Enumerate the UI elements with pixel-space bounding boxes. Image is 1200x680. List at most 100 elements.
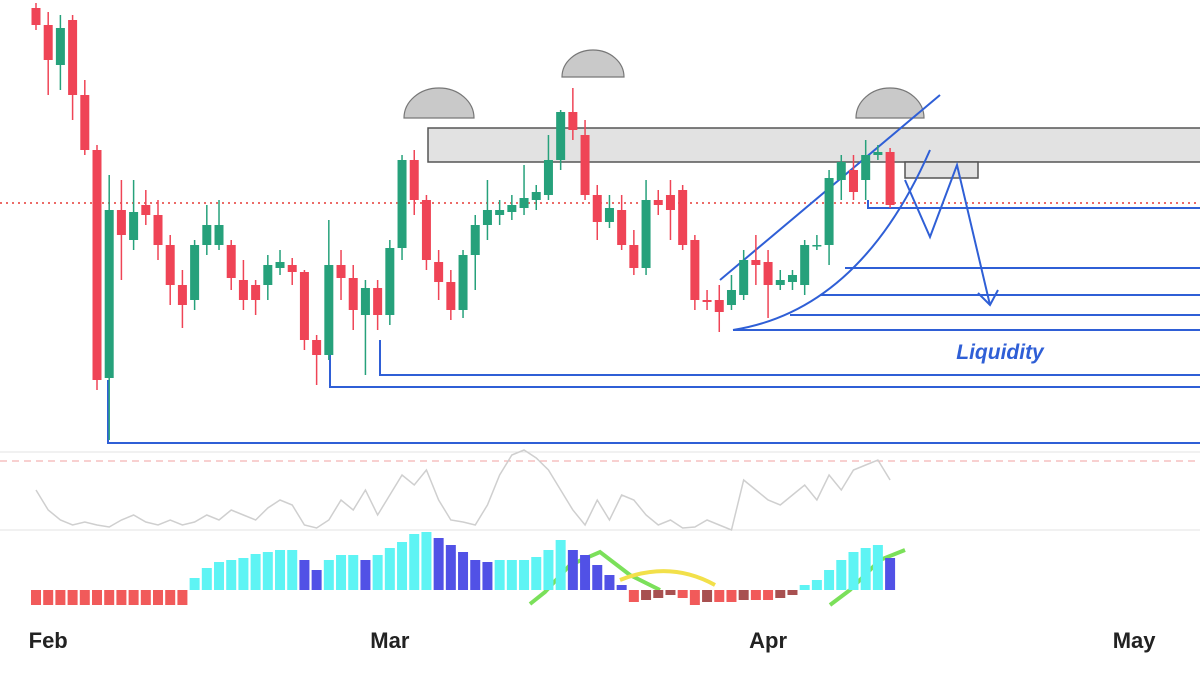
candle-body: [653, 200, 663, 205]
candle-body: [714, 300, 724, 312]
histogram-bar: [458, 552, 469, 590]
histogram-bar: [714, 590, 725, 602]
candle-body: [739, 260, 749, 295]
histogram-bar: [726, 590, 737, 602]
candle-body: [238, 280, 248, 300]
x-tick-label: May: [1113, 628, 1157, 653]
histogram-bar: [372, 555, 383, 590]
histogram-bar: [43, 590, 54, 605]
candle-body: [873, 152, 883, 155]
candle-body: [80, 95, 90, 150]
candle-body: [470, 225, 480, 255]
histogram-bar: [677, 590, 688, 598]
histogram-bar: [860, 548, 871, 590]
candle-body: [55, 28, 65, 65]
candle-body: [629, 245, 639, 268]
annotation: Liquidity: [956, 341, 1045, 364]
histogram-bar: [836, 560, 847, 590]
histogram-bar: [153, 590, 164, 605]
candle-body: [409, 160, 419, 200]
histogram-bar: [128, 590, 139, 605]
candle-body: [348, 278, 358, 310]
histogram-bar: [494, 560, 505, 590]
histogram-bar: [750, 590, 761, 600]
histogram-bar: [116, 590, 127, 605]
level: [379, 340, 1200, 376]
candle-body: [507, 205, 517, 212]
histogram-bar: [531, 557, 542, 590]
histogram-bar: [824, 570, 835, 590]
histogram-bar: [262, 552, 273, 590]
histogram-bar: [201, 568, 212, 590]
x-tick-label: Mar: [370, 628, 410, 653]
candle-body: [299, 272, 309, 340]
candle-body: [665, 195, 675, 210]
oscillator-line: [35, 449, 891, 532]
candle-body: [836, 162, 846, 180]
candle-body: [580, 135, 590, 195]
histogram-bar: [299, 560, 310, 590]
histogram-bar: [348, 555, 359, 590]
arrow-head: [977, 289, 999, 307]
level: [107, 380, 1200, 444]
level: [867, 200, 1200, 209]
histogram-bar: [250, 554, 261, 590]
candle-body: [214, 225, 224, 245]
histogram-bar: [226, 560, 237, 590]
candle-body: [190, 245, 200, 300]
candle-body: [141, 205, 151, 215]
histogram-bar: [641, 590, 652, 600]
histogram-bar: [811, 580, 822, 590]
histogram-bar: [653, 590, 664, 598]
level: [329, 355, 1200, 388]
candle-body: [482, 210, 492, 225]
candle-body: [726, 290, 736, 305]
candle-body: [751, 260, 761, 265]
candle-body: [617, 210, 627, 245]
histogram-bar: [421, 532, 432, 590]
candle-body: [153, 215, 163, 245]
candle-body: [848, 170, 858, 192]
candle-body: [373, 288, 383, 315]
candle-body: [495, 210, 505, 215]
histogram-bar: [384, 548, 395, 590]
histogram-bar: [55, 590, 66, 605]
candle-body: [519, 198, 529, 208]
candle-body: [556, 112, 566, 160]
histogram-bar: [30, 590, 41, 605]
candle-body: [312, 340, 322, 355]
histogram-bar: [79, 590, 90, 605]
candle-body: [92, 150, 102, 380]
candle-body: [812, 245, 822, 247]
candle-body: [104, 210, 114, 378]
histogram-bar: [445, 545, 456, 590]
histogram-bar: [433, 538, 444, 590]
histogram-bar: [214, 562, 225, 590]
zone: [427, 127, 1200, 163]
candle-body: [604, 208, 614, 222]
histogram-bar: [665, 590, 676, 595]
histogram-bar: [470, 560, 481, 590]
histogram-bar: [177, 590, 188, 605]
candle-body: [641, 200, 651, 268]
histogram-bar: [311, 570, 322, 590]
histogram-bar: [689, 590, 700, 605]
candle-body: [275, 262, 285, 268]
channel: [732, 149, 931, 331]
histogram-bar: [543, 550, 554, 590]
candle-body: [861, 155, 871, 180]
histogram-bar: [702, 590, 713, 602]
histogram-bar: [67, 590, 78, 605]
candle-body: [824, 178, 834, 245]
histogram-bar: [287, 550, 298, 590]
candle-body: [421, 200, 431, 260]
candle-body: [568, 112, 578, 130]
x-tick-label: Feb: [29, 628, 68, 653]
candle-body: [324, 265, 334, 355]
histogram-bar: [140, 590, 151, 605]
candle-body: [678, 190, 688, 245]
histogram-bar: [567, 550, 578, 590]
zone: [904, 161, 979, 179]
candle-body: [226, 245, 236, 278]
histogram-bar: [336, 555, 347, 590]
